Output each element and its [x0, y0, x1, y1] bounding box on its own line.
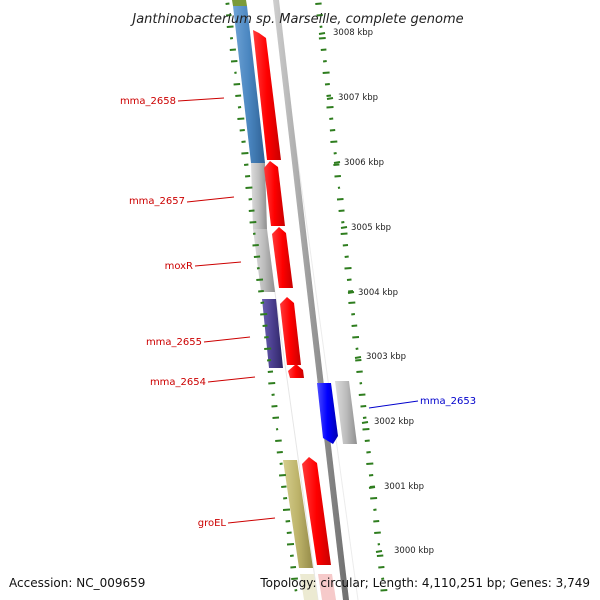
cds-arrow-mma-2654	[288, 364, 304, 378]
gene-label-mma-2653[interactable]: mma_2653	[420, 396, 476, 407]
tick-label: 3000 kbp	[394, 546, 434, 556]
cog-block-mma-2657	[251, 163, 267, 230]
cog-block-mma-2653	[335, 381, 357, 444]
tick-label: 3002 kbp	[374, 417, 414, 427]
tick-label: 3008 kbp	[333, 28, 373, 38]
cds-arrow-moxr	[272, 227, 293, 288]
gene-label-mma-2655[interactable]: mma_2655	[146, 337, 202, 348]
cds-arrow-mma-2657	[264, 161, 285, 226]
cog-block-mma-2658	[233, 6, 265, 163]
tick-label: 3003 kbp	[366, 352, 406, 362]
label-leaders	[177, 97, 419, 524]
gene-label-mma-2654[interactable]: mma_2654	[150, 377, 206, 388]
cog-block-moxr	[253, 229, 275, 292]
tick-label: 3005 kbp	[351, 223, 391, 233]
tick-label: 3004 kbp	[358, 288, 398, 298]
tick-label: 3007 kbp	[338, 93, 378, 103]
gc-skew-inner	[225, 2, 298, 592]
tick-label: 3001 kbp	[384, 482, 424, 492]
cog-features	[232, 0, 357, 568]
gc-skew-outer	[315, 2, 388, 592]
tick-label: 3006 kbp	[344, 158, 384, 168]
cog-block-mma-2655	[262, 299, 283, 368]
accession-text: Accession: NC_009659	[9, 576, 145, 590]
cds-arrow-mma-2655	[280, 297, 301, 365]
gene-label-mma-2657[interactable]: mma_2657	[129, 196, 185, 207]
cds-arrow-mma-2658	[253, 30, 281, 160]
cds-features	[253, 30, 338, 565]
gene-label-groel[interactable]: groEL	[198, 518, 227, 529]
cog-block-top	[232, 0, 247, 6]
map-title: Janthinobacterium sp. Marseille, complet…	[129, 12, 463, 27]
cog-block-groel	[283, 460, 313, 568]
tick-marks	[318, 32, 383, 553]
tick-labels: 3008 kbp 3007 kbp 3006 kbp 3005 kbp 3004…	[333, 28, 434, 556]
gene-label-mma-2658[interactable]: mma_2658	[120, 96, 176, 107]
cds-arrow-mma-2653	[317, 383, 338, 444]
genome-backbone	[273, 0, 349, 600]
gene-label-moxr[interactable]: moxR	[165, 261, 193, 272]
cds-arrow-groel	[302, 457, 331, 565]
topology-text: Topology: circular; Length: 4,110,251 bp…	[259, 576, 590, 590]
